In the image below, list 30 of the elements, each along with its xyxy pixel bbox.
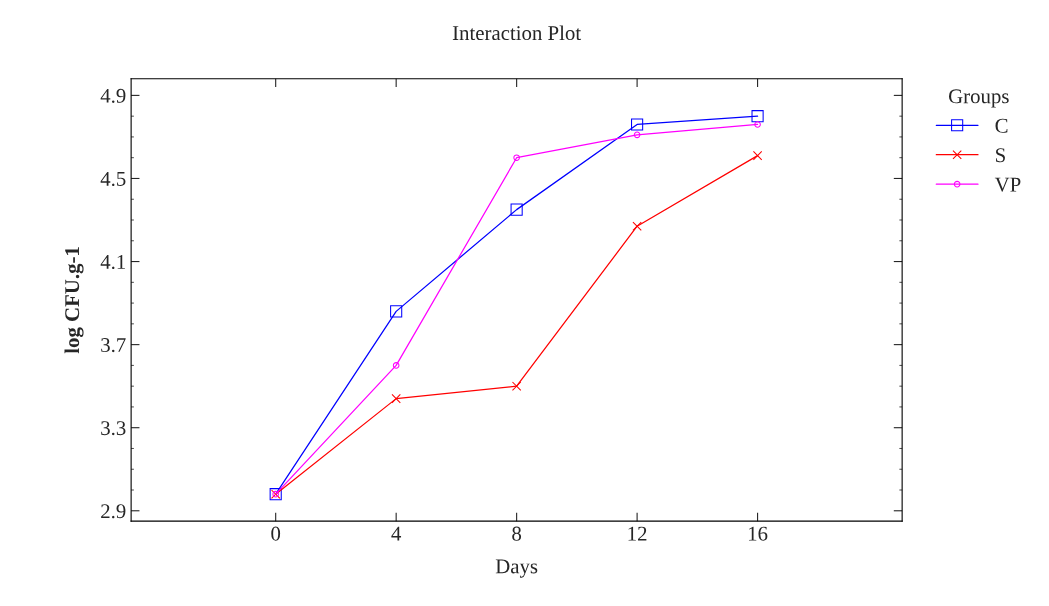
y-tick-label: 3.3 [101,421,126,436]
legend-label: S [996,148,1005,163]
chart-title: Interaction Plot [452,25,582,41]
x-axis-title: Days [495,559,538,578]
point [754,121,761,128]
legend-label: VP [994,177,1021,192]
legend-title: Groups [948,89,1009,108]
x-tick-label: 16 [748,526,768,541]
point [390,305,403,318]
legend-label: C [995,118,1008,133]
x-tick-label: 4 [391,526,402,541]
y-tick-label: 4.1 [100,255,126,270]
x-tick-label: 12 [628,526,647,541]
point [513,154,520,161]
y-axis-title: log CFU.g-1 [64,247,84,354]
point [752,150,763,161]
point [632,221,642,231]
x-tick-label: 0 [271,526,281,541]
x-tick-label: 8 [512,526,522,541]
y-tick-label: 4.9 [100,88,126,103]
point [392,362,400,369]
point [511,381,522,391]
point [633,131,641,139]
y-tick-label: 3.7 [101,338,126,353]
point [510,203,523,216]
point [751,110,764,123]
y-tick-label: 4.5 [100,171,126,186]
point [631,118,644,131]
y-tick-label: 2.9 [101,504,126,519]
point [391,393,401,404]
